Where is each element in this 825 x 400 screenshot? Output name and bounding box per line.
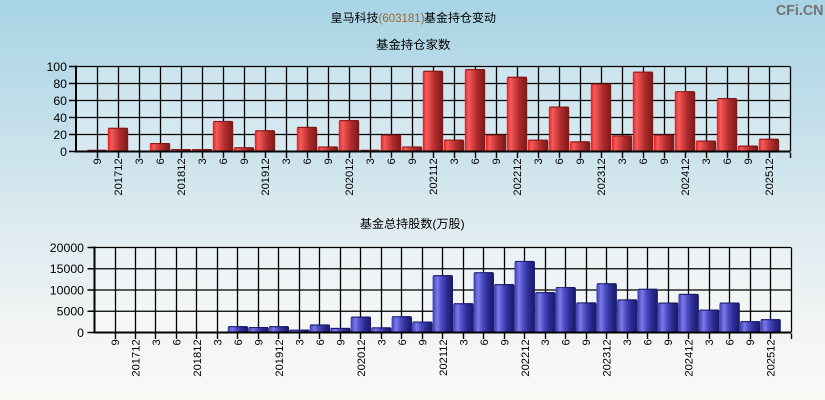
svg-text:6: 6 [554, 158, 566, 164]
svg-text:202112: 202112 [428, 158, 440, 195]
svg-text:6: 6 [725, 339, 737, 345]
svg-text:3: 3 [533, 158, 545, 164]
svg-text:3: 3 [617, 158, 629, 164]
svg-text:201912: 201912 [260, 158, 272, 195]
svg-text:40: 40 [53, 111, 67, 125]
svg-text:20000: 20000 [50, 241, 84, 255]
svg-text:20: 20 [53, 128, 67, 142]
svg-text:5000: 5000 [57, 305, 85, 319]
svg-text:201712: 201712 [113, 158, 125, 195]
svg-text:9: 9 [575, 158, 587, 164]
svg-text:3: 3 [704, 339, 716, 345]
svg-text:3: 3 [197, 158, 209, 164]
svg-text:6: 6 [171, 339, 183, 345]
svg-text:3: 3 [294, 339, 306, 345]
svg-text:6: 6 [155, 158, 167, 164]
svg-text:3: 3 [449, 158, 461, 164]
svg-text:202512: 202512 [766, 339, 778, 376]
svg-text:9: 9 [581, 339, 593, 345]
svg-text:9: 9 [253, 339, 265, 345]
svg-text:): ) [461, 217, 465, 231]
svg-text:202112: 202112 [438, 339, 450, 376]
svg-text:9: 9 [659, 158, 671, 164]
svg-text:80: 80 [53, 77, 67, 91]
svg-text:202212: 202212 [520, 339, 532, 376]
svg-text:CFi.CN: CFi.CN [776, 3, 824, 19]
svg-text:201712: 201712 [130, 339, 142, 376]
svg-text:202012: 202012 [356, 339, 368, 376]
svg-text:9: 9 [92, 158, 104, 164]
svg-text:3: 3 [134, 158, 146, 164]
svg-text:202312: 202312 [602, 339, 614, 376]
svg-text:9: 9 [335, 339, 347, 345]
svg-text:202212: 202212 [512, 158, 524, 195]
svg-text:201812: 201812 [192, 339, 204, 376]
svg-text:(: ( [432, 217, 436, 231]
svg-text:9: 9 [110, 339, 122, 345]
svg-text:201912: 201912 [274, 339, 286, 376]
svg-text:6: 6 [638, 158, 650, 164]
svg-text:202412: 202412 [680, 158, 692, 195]
svg-text:60: 60 [53, 94, 67, 108]
svg-text:100: 100 [46, 60, 67, 74]
svg-text:201812: 201812 [176, 158, 188, 195]
svg-text:9: 9 [407, 158, 419, 164]
svg-text:3: 3 [365, 158, 377, 164]
svg-text:9: 9 [417, 339, 429, 345]
svg-text:202312: 202312 [596, 158, 608, 195]
svg-text:3: 3 [212, 339, 224, 345]
svg-text:3: 3 [281, 158, 293, 164]
svg-text:9: 9 [743, 158, 755, 164]
svg-text:15000: 15000 [50, 262, 84, 276]
svg-text:6: 6 [643, 339, 655, 345]
svg-text:3: 3 [701, 158, 713, 164]
svg-text:9: 9 [499, 339, 511, 345]
svg-text:10000: 10000 [50, 283, 84, 297]
svg-text:6: 6 [386, 158, 398, 164]
svg-text:(603181): (603181) [379, 13, 425, 25]
svg-text:202412: 202412 [684, 339, 696, 376]
svg-text:3: 3 [622, 339, 634, 345]
svg-text:9: 9 [239, 158, 251, 164]
svg-text:6: 6 [315, 339, 327, 345]
svg-text:3: 3 [540, 339, 552, 345]
svg-text:202012: 202012 [344, 158, 356, 195]
svg-text:9: 9 [323, 158, 335, 164]
svg-text:3: 3 [458, 339, 470, 345]
svg-text:6: 6 [561, 339, 573, 345]
svg-text:9: 9 [663, 339, 675, 345]
svg-text:3: 3 [376, 339, 388, 345]
svg-text:202512: 202512 [764, 158, 776, 195]
svg-text:6: 6 [218, 158, 230, 164]
svg-text:6: 6 [397, 339, 409, 345]
svg-text:6: 6 [470, 158, 482, 164]
svg-text:6: 6 [302, 158, 314, 164]
svg-text:0: 0 [60, 145, 67, 159]
svg-text:6: 6 [233, 339, 245, 345]
svg-text:6: 6 [479, 339, 491, 345]
svg-text:6: 6 [722, 158, 734, 164]
svg-text:9: 9 [491, 158, 503, 164]
svg-text:9: 9 [745, 339, 757, 345]
svg-text:0: 0 [77, 326, 84, 340]
svg-text:3: 3 [151, 339, 163, 345]
